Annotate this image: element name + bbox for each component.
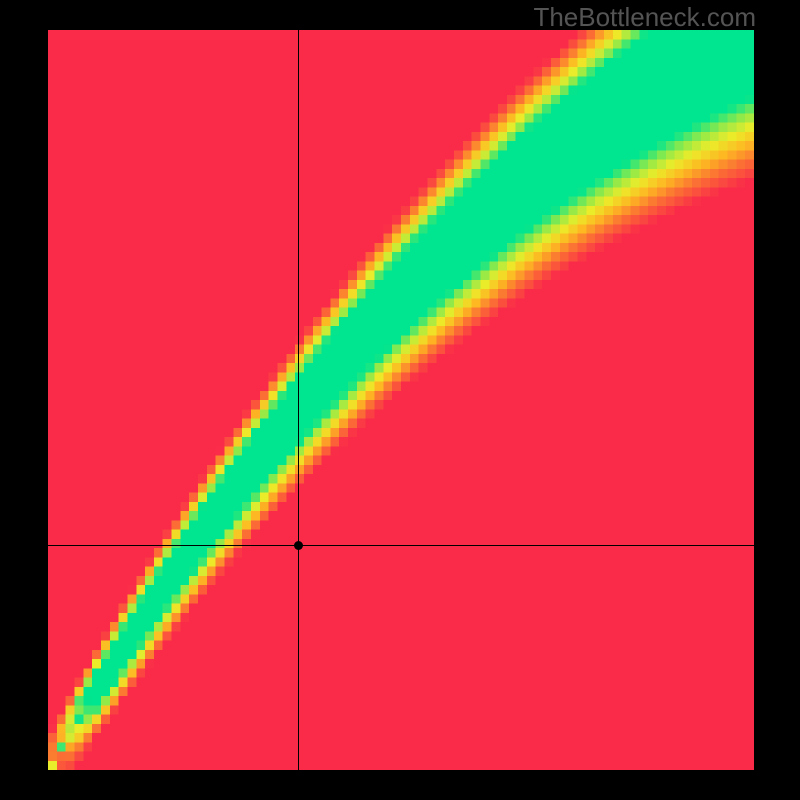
bottleneck-heatmap [48,30,754,770]
crosshair-vertical-line [298,30,299,770]
outer-frame [0,0,800,800]
crosshair-horizontal-line [48,545,754,546]
watermark-label: TheBottleneck.com [533,2,756,33]
